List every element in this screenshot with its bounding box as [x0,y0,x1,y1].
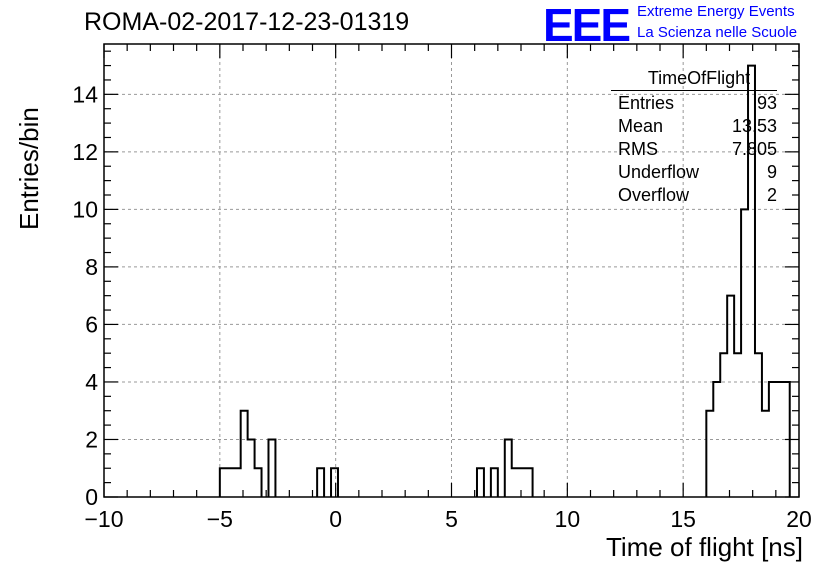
logo-line-1: Extreme Energy Events [637,3,795,20]
y-tick-label: 4 [85,369,98,395]
x-tick-label: 15 [670,506,696,532]
stats-box: TimeOfFlight Entries 93 Mean 13.53 RMS 7… [611,68,777,208]
histogram-bin [734,353,741,497]
stats-row: Underflow 9 [611,162,777,185]
y-tick-label: 6 [85,311,98,337]
histogram-bin [477,468,484,497]
histogram-bin [713,382,720,497]
histogram-bin [241,411,248,497]
x-tick-label: 5 [445,506,458,532]
stats-label: Overflow [618,185,690,205]
y-tick-label: 12 [72,139,98,165]
histogram-bin [317,468,324,497]
x-tick-label: −5 [207,506,233,532]
histogram-bin [505,439,512,497]
axis-ticks [103,44,800,498]
histogram-bin [519,468,526,497]
histogram-bin [512,468,519,497]
stats-row: Mean 13.53 [611,116,777,139]
histogram-bin [220,468,227,497]
histogram-series [218,64,791,497]
histogram-bin [706,411,713,497]
histogram-bin [741,209,748,497]
histogram-bin [769,382,776,497]
y-axis-label: Entries/bin [14,107,44,230]
y-tick-label: 14 [72,81,98,107]
stats-value: 13.53 [731,116,777,136]
stats-row: Entries 93 [611,93,777,116]
y-tick-label: 8 [85,254,98,280]
stats-row: RMS 7.805 [611,139,777,162]
histogram-bin [234,468,241,497]
histogram-bin [783,382,790,497]
histogram-bin [727,296,734,497]
histogram-bin [255,468,262,497]
histogram-bin [776,382,783,497]
histogram-bin [268,439,275,497]
y-tick-label: 10 [72,196,98,222]
histogram-bin [331,468,338,497]
stats-value: 7.805 [731,139,777,159]
chart-title: ROMA-02-2017-12-23-01319 [84,8,410,36]
eee-logo: EEE [543,0,631,51]
stats-value: 9 [766,162,777,182]
histogram-bin [227,468,234,497]
stats-value: 2 [766,185,777,205]
stats-divider [611,90,777,91]
histogram-bin [755,353,762,497]
axis-tick-labels: −10 −5 0 5 10 15 20 0 2 4 6 8 10 12 14 [72,81,811,532]
x-tick-label: 0 [329,506,342,532]
stats-title: TimeOfFlight [647,68,751,88]
stats-label: RMS [618,139,658,159]
histogram-bin [720,353,727,497]
stats-row: Overflow 2 [611,185,777,208]
x-tick-label: −10 [84,506,123,532]
logo-line-2: La Scienza nelle Scuole [637,24,798,41]
stats-label: Mean [618,116,664,136]
stats-label: Underflow [618,162,700,182]
y-tick-label: 2 [85,426,98,452]
x-tick-label: 20 [786,506,812,532]
stats-label: Entries [618,93,675,113]
stats-value: 93 [756,93,777,113]
histogram-bin [248,439,255,497]
histogram-bin [491,468,498,497]
grid-lines [104,44,799,497]
histogram-bin [526,468,533,497]
x-axis-label: Time of flight [ns] [606,532,803,562]
histogram-bin [762,411,769,497]
y-tick-label: 0 [85,484,98,510]
x-tick-label: 10 [555,506,581,532]
